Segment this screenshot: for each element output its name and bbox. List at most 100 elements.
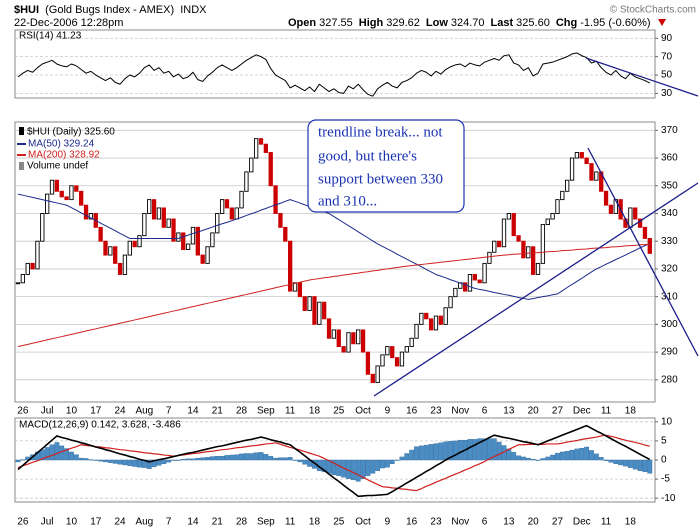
- candle: [161, 207, 166, 228]
- legend-label: MA(200) 328.92: [28, 150, 100, 161]
- candle: [579, 152, 584, 159]
- quote-label: High: [359, 17, 384, 29]
- candle: [448, 296, 453, 309]
- x-tick-label: 10: [66, 406, 78, 417]
- histogram-bar: [598, 457, 604, 461]
- histogram-bar: [331, 459, 337, 476]
- candle: [560, 190, 565, 201]
- x-tick-label: 9: [385, 406, 391, 417]
- histogram-bar: [448, 441, 453, 461]
- x-tick-label: 11: [285, 406, 296, 417]
- histogram-bar: [244, 453, 249, 461]
- quote-label: Low: [426, 17, 448, 29]
- histogram-bar: [64, 448, 70, 461]
- histogram-bar: [258, 452, 264, 461]
- candle: [608, 204, 614, 214]
- candle: [25, 262, 30, 275]
- candle: [176, 232, 181, 242]
- candle: [54, 179, 60, 192]
- quote-value: 329.62: [386, 17, 420, 29]
- x-tick-label: 18: [625, 406, 637, 417]
- histogram-bar: [195, 457, 201, 461]
- candle: [288, 240, 293, 292]
- x-tick-label: 21: [212, 406, 224, 417]
- histogram-bar: [219, 455, 225, 461]
- histogram-bar: [384, 459, 390, 468]
- candle: [312, 296, 317, 325]
- candle: [356, 329, 361, 345]
- histogram-bar: [112, 459, 118, 464]
- histogram-bar: [302, 459, 308, 465]
- candle: [30, 262, 35, 270]
- exchange: INDX: [180, 4, 207, 16]
- histogram-bar: [559, 451, 565, 461]
- candle: [346, 332, 351, 353]
- histogram-bar: [180, 459, 186, 461]
- candle: [137, 235, 142, 248]
- candle: [147, 199, 152, 214]
- x-tick-label: 18: [309, 517, 321, 528]
- quote-value: 327.55: [319, 17, 353, 29]
- histogram-bar: [54, 442, 60, 461]
- candle: [98, 226, 103, 242]
- x-tick-label: 6: [482, 406, 488, 417]
- candle: [205, 246, 210, 264]
- histogram-bar: [360, 459, 366, 479]
- histogram-bar: [545, 456, 551, 461]
- histogram-bar: [205, 457, 210, 461]
- histogram-bar: [137, 459, 142, 468]
- candle: [501, 218, 507, 248]
- histogram-bar: [224, 455, 230, 461]
- x-tick-label: 13: [503, 406, 515, 417]
- candle: [526, 246, 531, 259]
- y-tick-label: 290: [661, 347, 678, 358]
- candle: [647, 237, 652, 254]
- x-tick-label: Nov: [451, 406, 469, 417]
- candle: [69, 185, 74, 201]
- histogram-bar: [487, 438, 492, 461]
- x-tick-label: 16: [406, 517, 418, 528]
- candle: [380, 354, 385, 367]
- x-tick-label: 20: [528, 517, 540, 528]
- histogram-bar: [117, 459, 123, 465]
- histogram-bar: [511, 452, 517, 461]
- histogram-bar: [433, 443, 439, 461]
- histogram-bar: [146, 459, 152, 469]
- histogram-bar: [59, 445, 65, 461]
- candle: [409, 337, 414, 348]
- histogram-bar: [44, 447, 50, 461]
- x-tick-label: 26: [17, 517, 29, 528]
- x-tick-label: 18: [309, 406, 321, 417]
- candle: [171, 218, 176, 242]
- x-tick-label: 14: [187, 517, 199, 528]
- candle: [195, 226, 200, 256]
- histogram-bar: [603, 459, 609, 461]
- candle: [482, 262, 487, 284]
- x-tick-label: 13: [503, 517, 515, 528]
- y-tick-label: 310: [661, 291, 678, 302]
- histogram-bar: [234, 454, 240, 461]
- candle: [375, 365, 380, 384]
- histogram-bar: [93, 459, 99, 461]
- candle: [239, 190, 244, 209]
- down-arrow: [658, 19, 666, 26]
- candle: [414, 323, 419, 339]
- candle: [132, 240, 137, 248]
- candle: [74, 185, 79, 192]
- histogram-bar: [579, 447, 585, 461]
- candle: [49, 179, 55, 195]
- histogram-bar: [88, 459, 94, 461]
- candle: [390, 346, 395, 359]
- histogram-bar: [443, 441, 449, 461]
- histogram-bar: [555, 452, 560, 461]
- trendline: [373, 182, 699, 397]
- candle: [283, 226, 288, 242]
- candle: [79, 190, 84, 206]
- histogram-bar: [627, 459, 633, 468]
- y-tick-label: 280: [661, 374, 678, 385]
- candle: [531, 246, 536, 275]
- quote-label: Chg: [556, 17, 577, 29]
- histogram-bar: [472, 439, 478, 461]
